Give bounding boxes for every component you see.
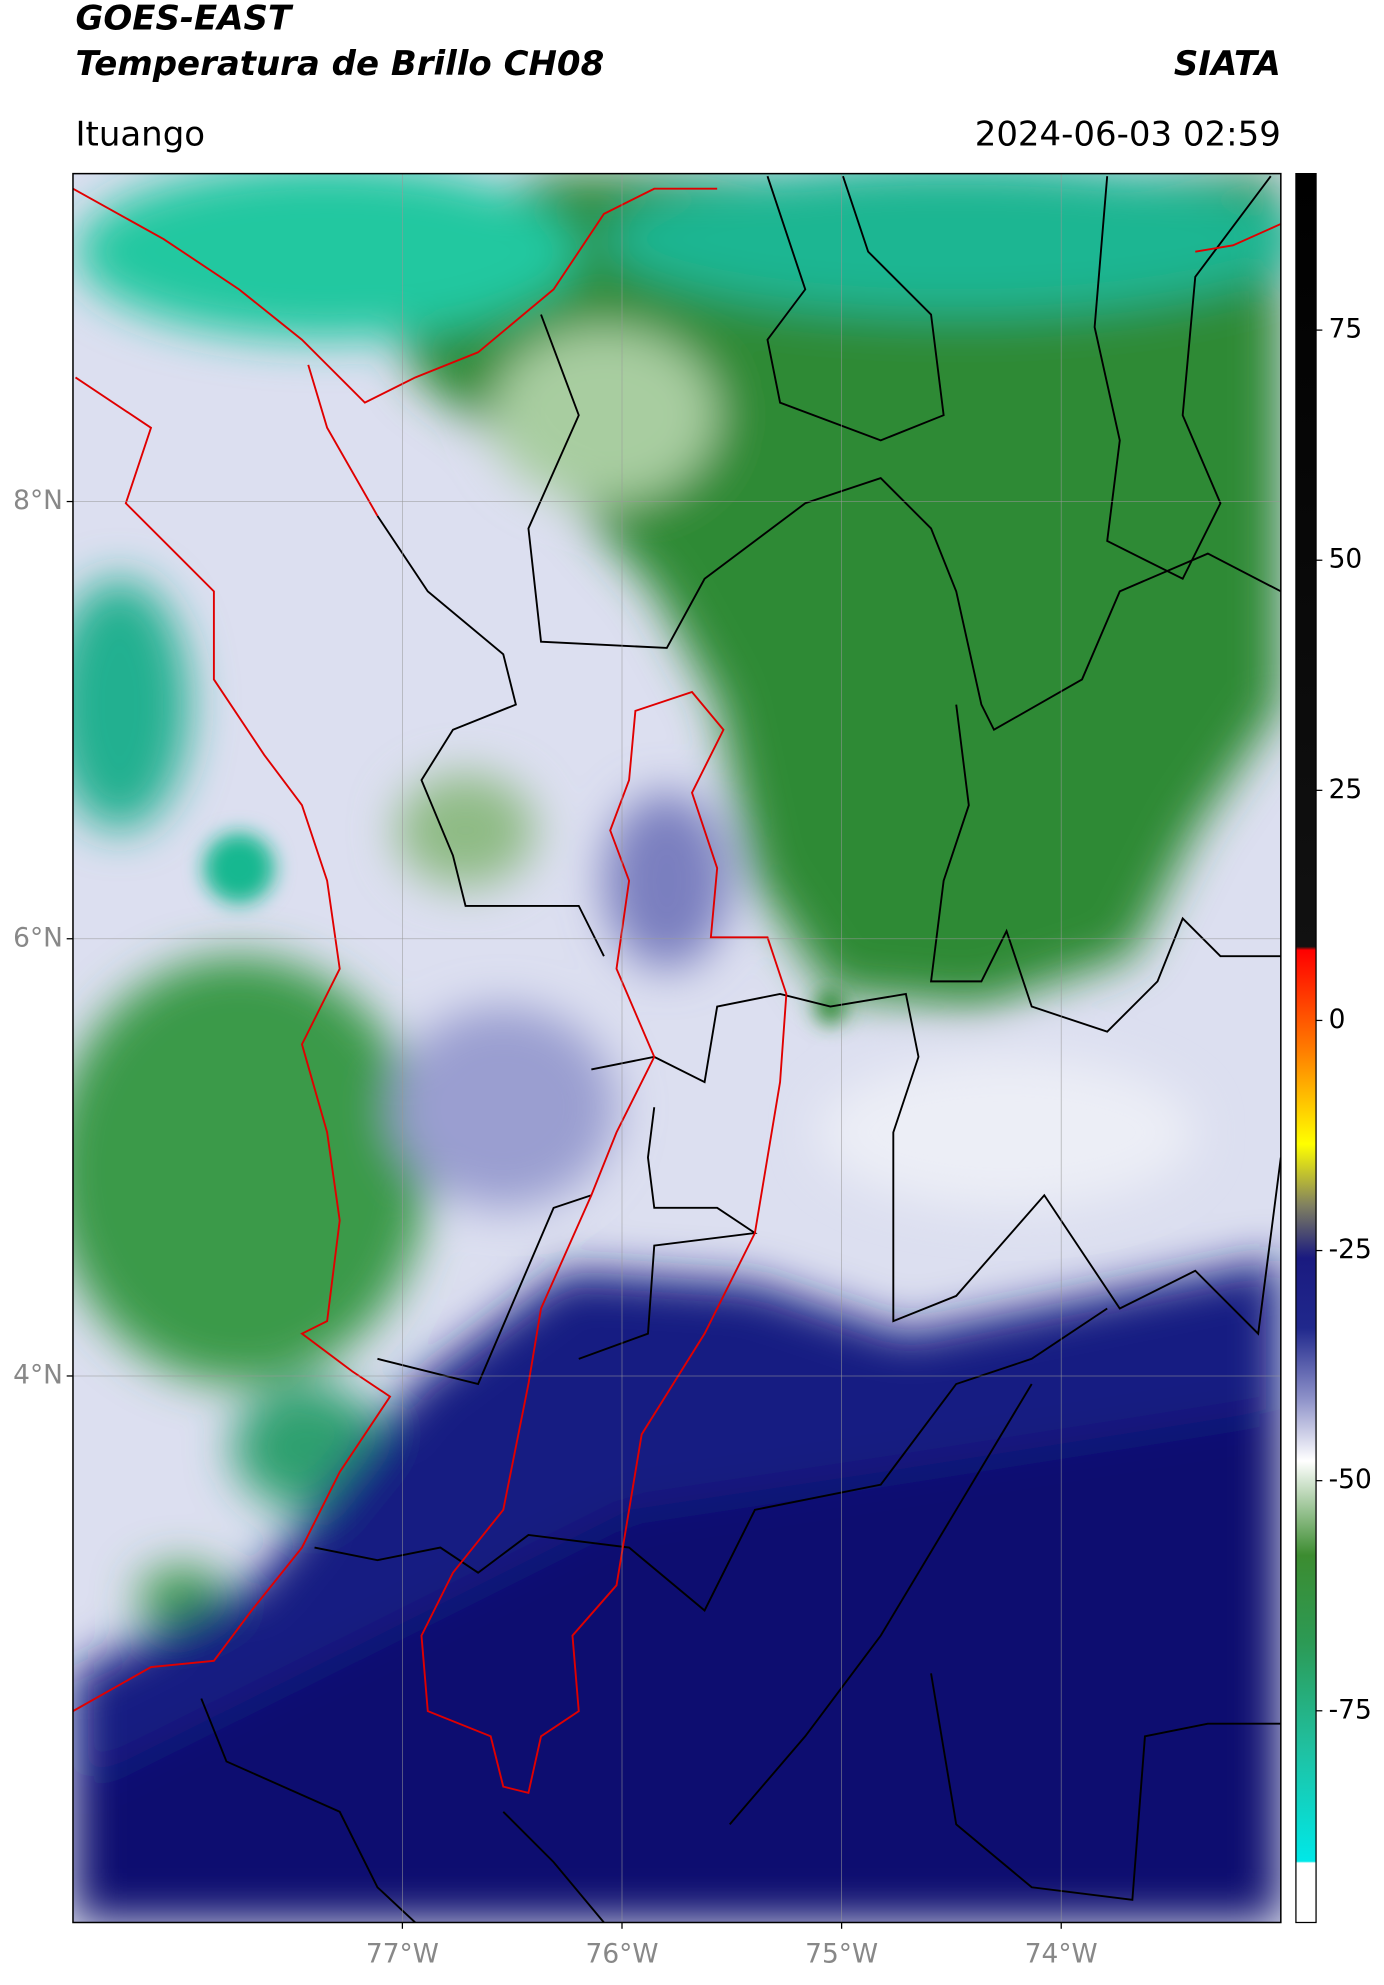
title: GOES-EAST	[75, 0, 293, 39]
x-tick-label: 77°W	[366, 1939, 439, 1970]
outlines	[72, 187, 1281, 1795]
satellite-image	[72, 173, 1281, 1923]
colorbar-tick-label: 50	[1329, 544, 1363, 575]
x-tick-label: 76°W	[586, 1939, 659, 1970]
y-tick-label: 4°N	[13, 1359, 63, 1390]
colorbar-tick-label: -75	[1329, 1694, 1372, 1725]
y-tick-label: 8°N	[13, 485, 63, 516]
colorbar-tick-label: -25	[1329, 1234, 1372, 1265]
source: SIATA	[1174, 44, 1281, 84]
y-tick-label: 6°N	[13, 922, 63, 953]
colorbar-tick-label: 0	[1329, 1004, 1346, 1035]
colorbar-tick-label: 25	[1329, 774, 1363, 805]
x-tick-label: 74°W	[1025, 1939, 1098, 1970]
borders	[200, 175, 1281, 1923]
colorbar-tick-label: -50	[1329, 1464, 1372, 1495]
x-tick-label: 75°W	[805, 1939, 878, 1970]
location: Ituango	[75, 114, 205, 154]
subtitle: Temperatura de Brillo CH08	[75, 44, 604, 84]
colorbar-tick-label: 75	[1329, 314, 1363, 345]
colorbar	[1295, 172, 1317, 1924]
map-frame	[72, 172, 1282, 1924]
timestamp: 2024-06-03 02:59	[975, 114, 1281, 154]
